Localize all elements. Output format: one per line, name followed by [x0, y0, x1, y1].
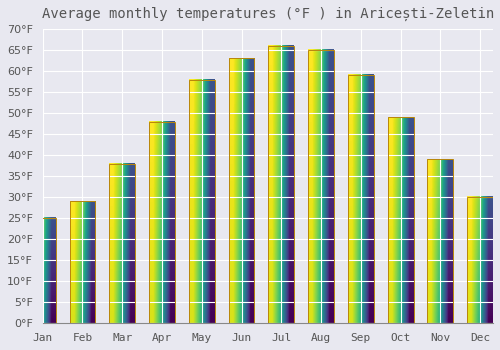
Bar: [268, 46, 294, 323]
Bar: [308, 50, 334, 323]
Title: Average monthly temperatures (°F ) in Aricești-Zeletin: Average monthly temperatures (°F ) in Ar…: [42, 7, 494, 21]
Bar: [30, 218, 56, 323]
Bar: [70, 201, 96, 323]
Bar: [189, 79, 214, 323]
Bar: [467, 197, 493, 323]
Bar: [388, 117, 413, 323]
Bar: [348, 75, 374, 323]
Bar: [149, 121, 175, 323]
Bar: [110, 163, 135, 323]
Bar: [428, 159, 454, 323]
Bar: [228, 58, 254, 323]
